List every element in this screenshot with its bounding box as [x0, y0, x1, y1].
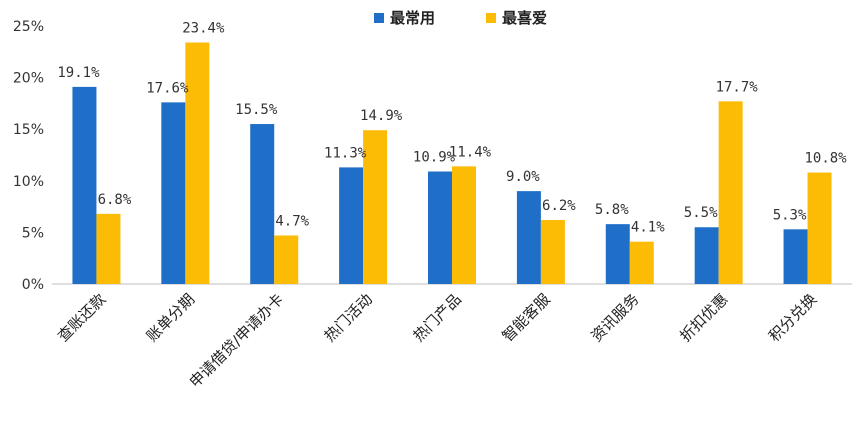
y-tick-label: 20% — [13, 71, 44, 87]
data-label: 15.5% — [235, 102, 278, 118]
bar-most-liked — [629, 241, 654, 284]
data-label: 4.1% — [631, 220, 665, 236]
data-label: 9.0% — [506, 169, 540, 185]
x-category-label: 热门产品 — [410, 290, 465, 345]
y-axis: 0% 5% 10% 15% 20% 25% — [13, 19, 44, 293]
x-category-label: 资讯服务 — [587, 290, 642, 345]
bars — [72, 42, 832, 285]
bar-most-liked — [274, 235, 299, 284]
y-tick-label: 0% — [22, 277, 44, 293]
x-category-label: 智能客服 — [499, 290, 554, 345]
bar-most-liked — [363, 130, 388, 284]
bar-most-used — [339, 167, 364, 284]
bar-most-liked — [718, 101, 743, 284]
data-label: 11.3% — [324, 145, 367, 161]
data-label: 10.8% — [804, 151, 847, 167]
x-category-label: 折扣优惠 — [676, 290, 731, 345]
legend-label: 最喜爱 — [502, 9, 547, 27]
legend: 最常用 最喜爱 — [374, 9, 547, 27]
data-label: 5.3% — [773, 207, 807, 223]
y-tick-label: 25% — [13, 19, 44, 35]
bar-most-used — [694, 227, 719, 284]
data-label: 6.2% — [542, 198, 576, 214]
bar-most-liked — [452, 166, 476, 284]
bar-most-liked — [96, 213, 121, 284]
data-label: 4.7% — [275, 213, 309, 229]
bar-most-used — [250, 124, 275, 284]
data-label: 5.5% — [684, 205, 718, 221]
bar-most-used — [72, 86, 97, 284]
bar-most-liked — [807, 172, 832, 284]
bar-most-used — [605, 224, 630, 284]
bar-most-liked — [185, 42, 210, 285]
x-category-label: 申请借贷/申请办卡 — [186, 290, 287, 391]
y-tick-label: 5% — [22, 225, 44, 241]
bar-most-liked — [540, 220, 565, 284]
data-label: 19.1% — [57, 65, 100, 81]
legend-label: 最常用 — [390, 9, 435, 27]
data-label: 23.4% — [182, 21, 225, 37]
bar-most-used — [783, 229, 808, 284]
data-label: 5.8% — [595, 202, 629, 218]
data-label: 14.9% — [360, 108, 403, 124]
bar-most-used — [516, 191, 541, 284]
data-label: 6.8% — [98, 192, 132, 208]
legend-swatch — [486, 13, 496, 23]
y-tick-label: 15% — [13, 122, 44, 138]
data-label: 17.7% — [716, 79, 759, 95]
x-category-label: 查账还款 — [54, 290, 109, 345]
legend-swatch — [374, 13, 384, 23]
data-label: 11.4% — [449, 144, 492, 160]
bar-most-used — [161, 102, 186, 284]
data-label: 10.9% — [413, 150, 456, 166]
y-tick-label: 10% — [13, 174, 44, 190]
x-category-label: 积分兑换 — [765, 290, 820, 345]
bar-most-used — [428, 171, 452, 284]
data-label: 17.6% — [146, 80, 189, 96]
x-category-label: 账单分期 — [143, 290, 198, 345]
data-labels: 19.1% 17.6% 15.5% 11.3% 10.9% 9.0% 5.8% 5.5% 5.3… — [57, 21, 847, 236]
x-category-label: 热门活动 — [321, 290, 376, 345]
